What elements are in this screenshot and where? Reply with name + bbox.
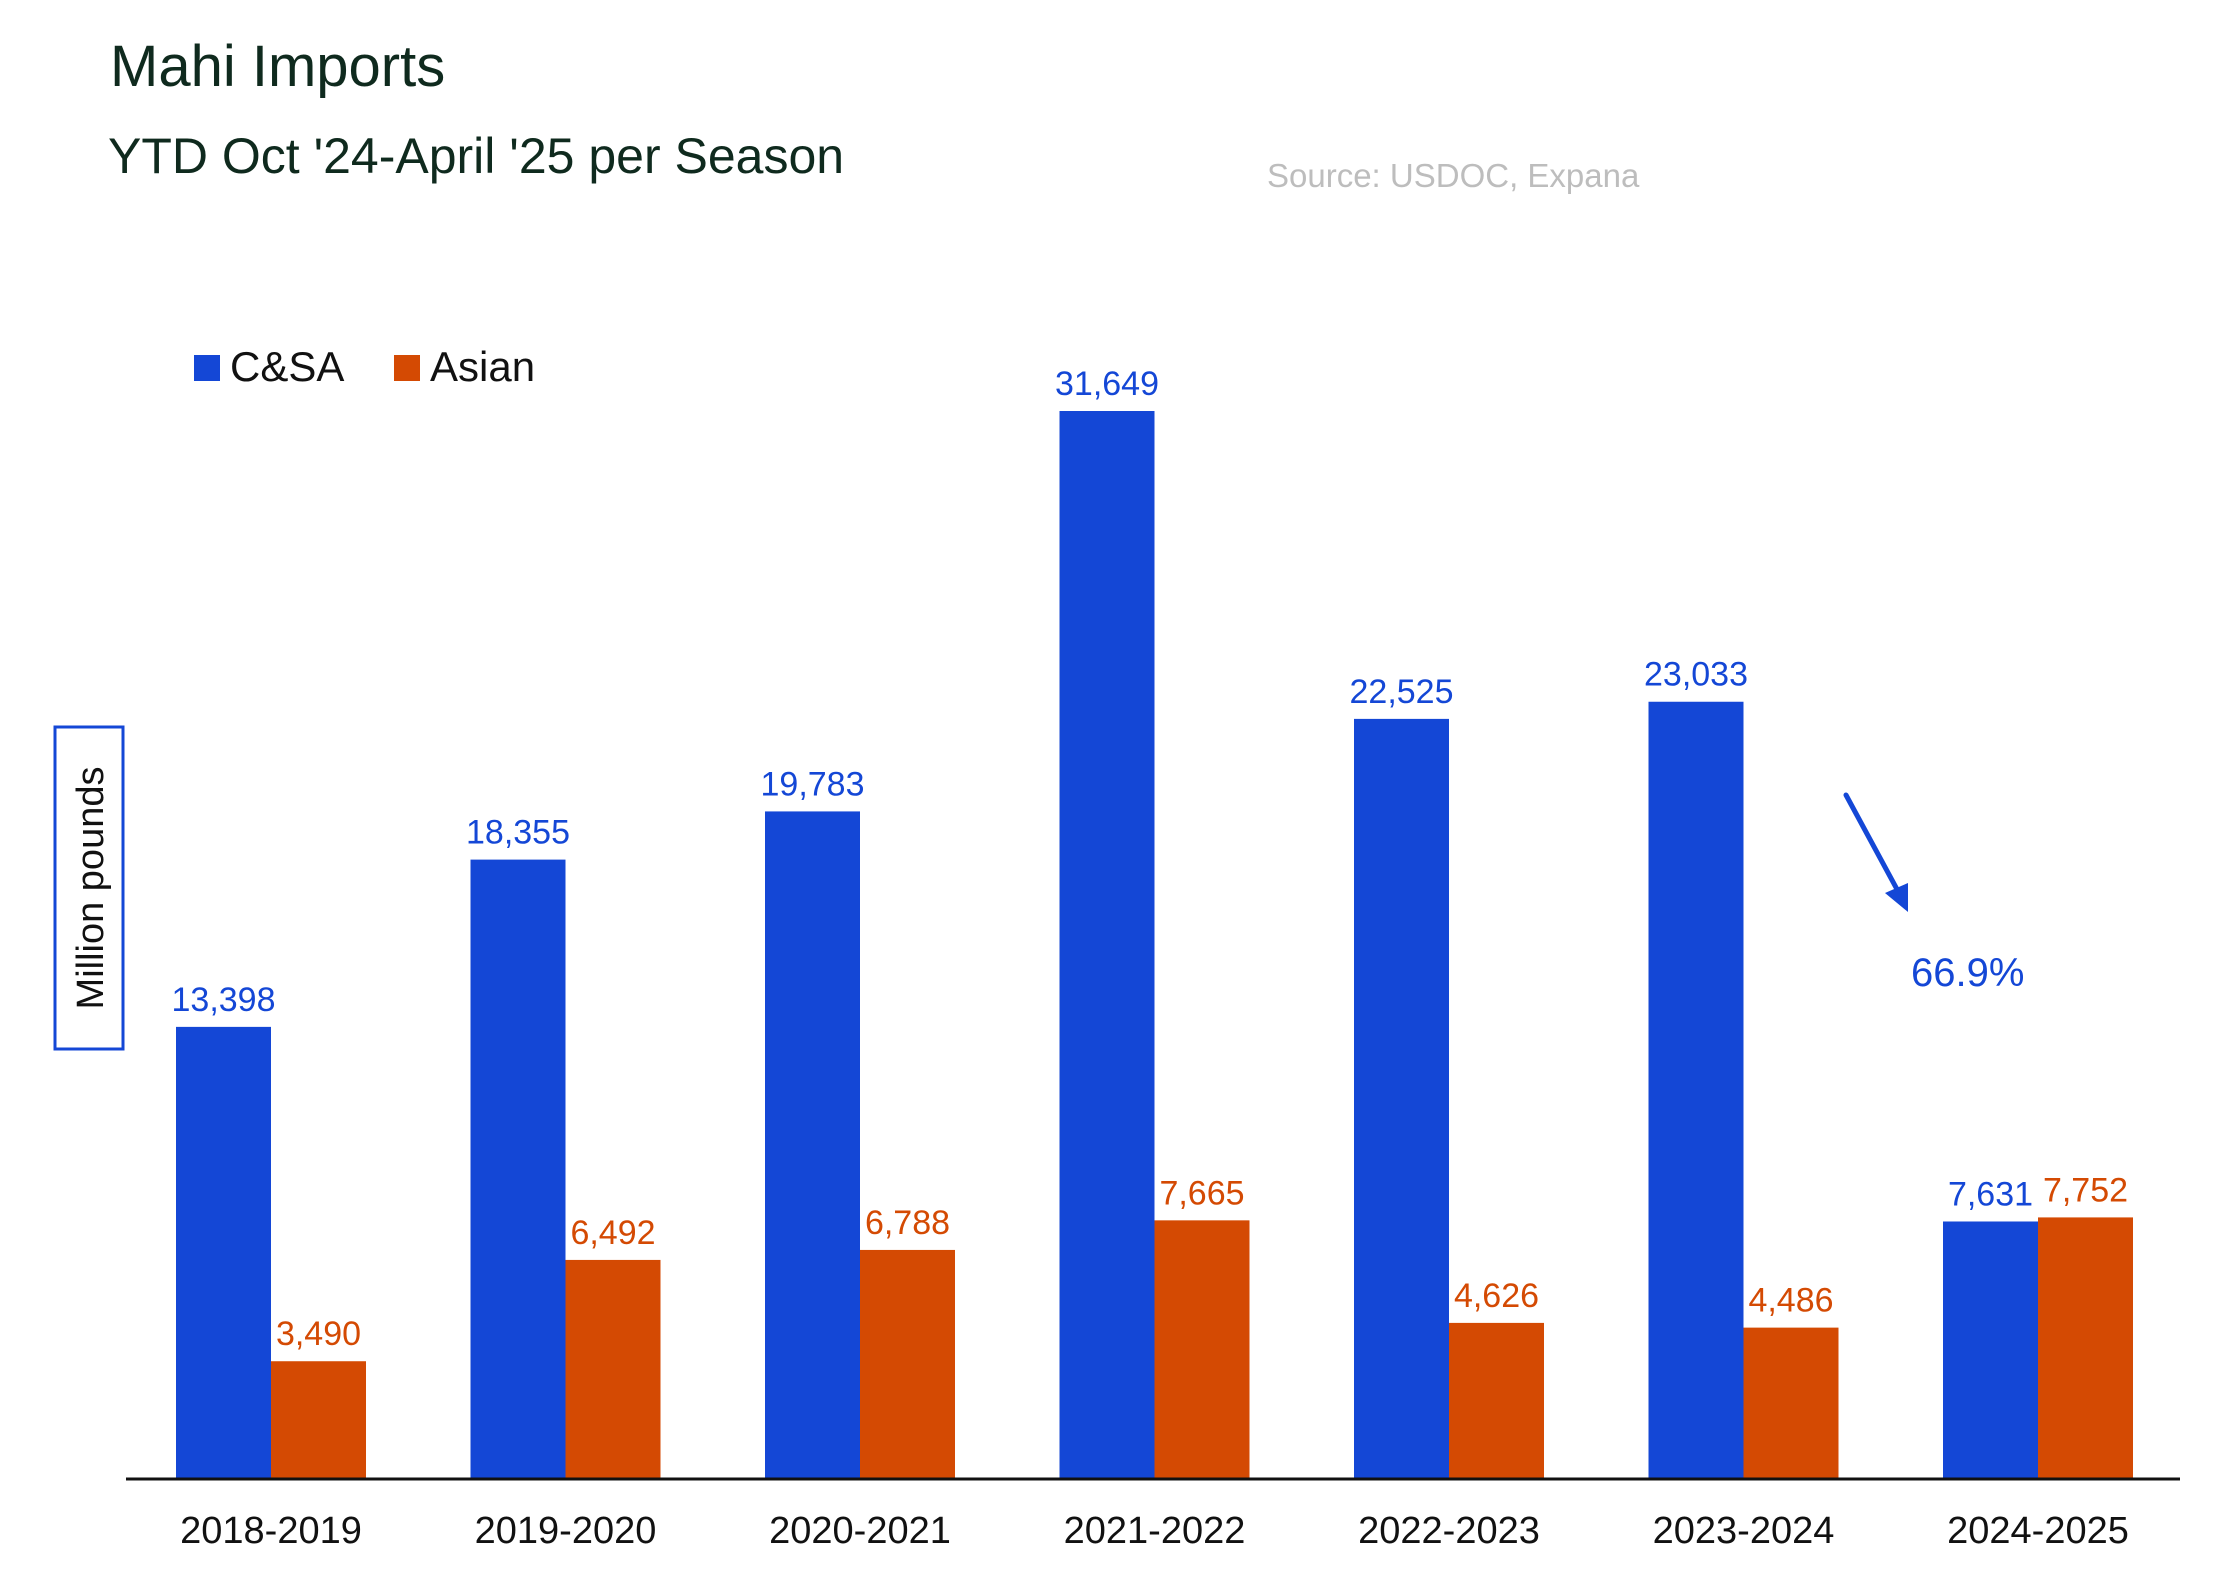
annotation-text: 66.9% — [1911, 951, 2024, 995]
data-label-asian-2023-2024: 4,486 — [1748, 1282, 1833, 1320]
bar-asian-2018-2019 — [271, 1361, 366, 1479]
down-arrow-icon — [1843, 792, 1908, 912]
legend: C&SA Asian — [194, 343, 535, 390]
x-tick-label-2024-2025: 2024-2025 — [1947, 1510, 2129, 1552]
annotation: 66.9% — [1843, 792, 2024, 995]
bar-c-sa-2024-2025 — [1943, 1221, 2038, 1479]
legend-label-cs-a: C&SA — [230, 343, 344, 390]
legend-swatch-cs-a — [194, 355, 220, 381]
data-label-asian-2021-2022: 7,665 — [1159, 1174, 1244, 1212]
bar-c-sa-2019-2020 — [470, 859, 566, 1479]
x-tick-label-2021-2022: 2021-2022 — [1064, 1510, 1246, 1552]
bar-asian-2022-2023 — [1449, 1322, 1544, 1479]
x-tick-label-2022-2023: 2022-2023 — [1358, 1510, 1540, 1552]
data-label-c-sa-2024-2025: 7,631 — [1948, 1175, 2033, 1213]
data-label-asian-2018-2019: 3,490 — [276, 1315, 361, 1353]
bar-asian-2020-2021 — [860, 1249, 955, 1479]
value-labels-layer: 13,398 3,490 18,355 6,492 19,783 6,788 31,649 7… — [172, 365, 2129, 1353]
x-tick-label-2018-2019: 2018-2019 — [180, 1510, 362, 1552]
data-label-asian-2022-2023: 4,626 — [1454, 1277, 1539, 1315]
bar-c-sa-2021-2022 — [1059, 411, 1155, 1479]
data-label-asian-2020-2021: 6,788 — [865, 1204, 950, 1242]
x-tick-label-2023-2024: 2023-2024 — [1653, 1510, 1835, 1552]
data-label-c-sa-2022-2023: 22,525 — [1350, 673, 1454, 711]
bar-asian-2023-2024 — [1743, 1327, 1839, 1479]
x-tick-label-2020-2021: 2020-2021 — [769, 1510, 951, 1552]
x-tick-labels: 2018-2019 2019-2020 2020-2021 2021-2022 2022… — [180, 1510, 2129, 1552]
bar-c-sa-2020-2021 — [765, 811, 860, 1479]
chart-source: Source: USDOC, Expana — [1267, 157, 1640, 194]
legend-swatch-asian — [394, 355, 420, 381]
data-label-c-sa-2023-2024: 23,033 — [1644, 656, 1748, 694]
data-label-c-sa-2021-2022: 31,649 — [1055, 365, 1159, 403]
x-tick-label-2019-2020: 2019-2020 — [475, 1510, 657, 1552]
data-label-asian-2024-2025: 7,752 — [2043, 1171, 2128, 1209]
bar-asian-2021-2022 — [1154, 1220, 1250, 1479]
bar-c-sa-2023-2024 — [1648, 701, 1744, 1479]
bar-asian-2019-2020 — [565, 1259, 661, 1479]
data-label-c-sa-2019-2020: 18,355 — [466, 814, 570, 852]
y-axis-label: Million pounds — [70, 767, 112, 1010]
data-label-c-sa-2018-2019: 13,398 — [172, 981, 276, 1019]
y-axis-label-box: Million pounds — [53, 725, 125, 1051]
legend-label-asian: Asian — [430, 343, 535, 390]
chart-title: Mahi Imports — [110, 34, 445, 99]
bar-c-sa-2022-2023 — [1354, 718, 1449, 1479]
chart-subtitle: YTD Oct '24-April '25 per Season — [108, 128, 844, 184]
bar-asian-2024-2025 — [2038, 1217, 2133, 1479]
bar-c-sa-2018-2019 — [176, 1026, 271, 1479]
data-label-asian-2019-2020: 6,492 — [570, 1214, 655, 1252]
data-label-c-sa-2020-2021: 19,783 — [761, 765, 865, 803]
bars-layer — [176, 411, 2133, 1479]
